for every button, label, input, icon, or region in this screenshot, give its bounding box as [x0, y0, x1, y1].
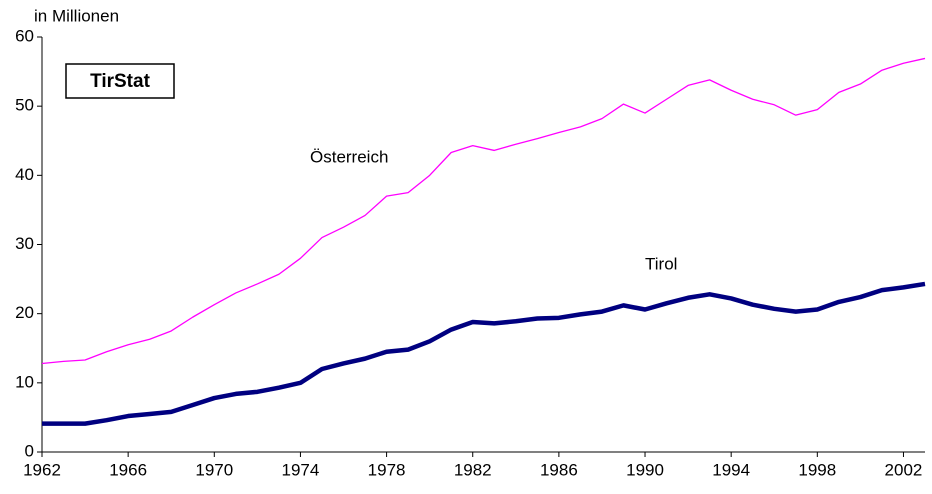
y-tick-label: 50	[15, 96, 34, 115]
x-tick-label: 1998	[798, 460, 836, 479]
x-tick-label: 1962	[23, 460, 61, 479]
y-tick-label: 0	[25, 441, 34, 460]
series-label: Tirol	[645, 254, 677, 273]
x-tick-label: 1982	[454, 460, 492, 479]
x-tick-label: 1974	[282, 460, 320, 479]
x-tick-label: 1978	[368, 460, 406, 479]
series-label: Österreich	[310, 147, 388, 166]
y-tick-label: 20	[15, 303, 34, 322]
y-tick-label: 10	[15, 372, 34, 391]
y-tick-label: 30	[15, 234, 34, 253]
x-tick-label: 1986	[540, 460, 578, 479]
x-tick-label: 1966	[109, 460, 147, 479]
y-tick-label: 40	[15, 165, 34, 184]
x-tick-label: 1994	[712, 460, 750, 479]
x-tick-label: 1990	[626, 460, 664, 479]
series-line	[41, 57, 926, 365]
badge-box	[65, 63, 175, 99]
y-tick-label: 60	[15, 26, 34, 45]
x-tick-label: 2002	[885, 460, 923, 479]
y-axis-label: in Millionen	[34, 6, 119, 25]
series-line	[42, 281, 926, 426]
x-tick-label: 1970	[195, 460, 233, 479]
badge: TirStat	[90, 71, 151, 92]
